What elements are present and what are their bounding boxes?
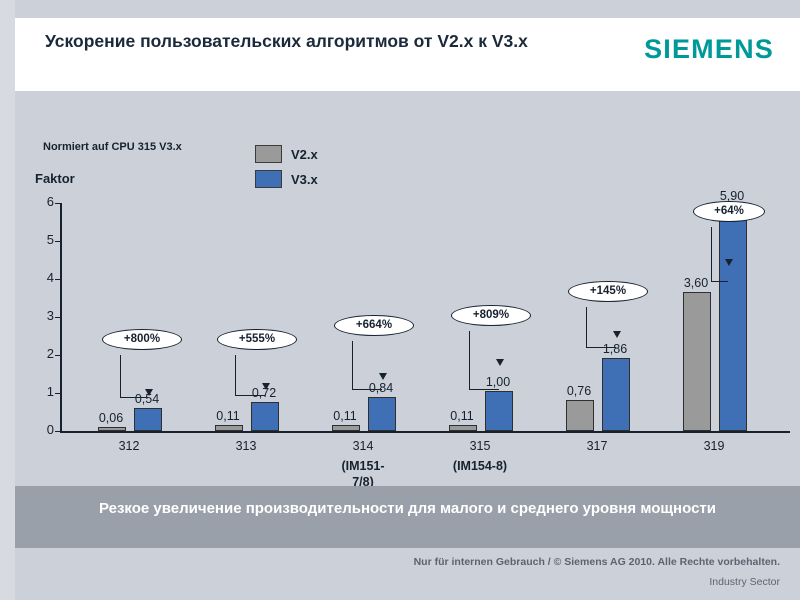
callout-arrowhead	[262, 383, 270, 390]
banner-text: Резкое увеличение производительности для…	[99, 500, 716, 517]
y-tick-mark	[55, 203, 60, 204]
legend-item-v3: V3.x	[255, 170, 318, 188]
bar-value-label: 5,90	[719, 188, 745, 203]
footer-copyright: Nur für internen Gebrauch / © Siemens AG…	[413, 556, 780, 568]
callout-leader-line	[586, 307, 588, 347]
callout-leader-elbow	[469, 389, 499, 391]
bar-V3x-312	[134, 408, 162, 431]
x-category-315: 315	[469, 439, 491, 453]
bar-V2x-314	[332, 424, 360, 431]
summary-banner: Резкое увеличение производительности для…	[15, 486, 800, 548]
bar-V2x-319	[683, 292, 711, 431]
legend-item-v2: V2.x	[255, 145, 318, 163]
callout-leader-line	[352, 341, 354, 389]
y-tick-0: 0	[46, 422, 54, 437]
bar-V2x-313	[215, 424, 243, 431]
callout-arrowhead	[496, 359, 504, 366]
y-tick-mark	[55, 431, 60, 432]
callout-leader-elbow	[235, 395, 265, 397]
callout-leader-elbow	[711, 281, 728, 283]
callout-leader-line	[469, 331, 471, 389]
x-sublabel-315: (IM154-8)	[452, 459, 508, 473]
x-category-313: 313	[235, 439, 257, 453]
callout-arrowhead	[379, 373, 387, 380]
x-category-317: 317	[586, 439, 608, 453]
chart-legend: V2.x V3.x	[255, 145, 318, 195]
y-tick-mark	[55, 393, 60, 394]
bar-value-label: 0,76	[566, 384, 592, 399]
callout-314: +664%	[334, 315, 414, 336]
y-axis-title: Faktor	[35, 171, 75, 186]
bar-V3x-314	[368, 397, 396, 431]
bar-value-label: 1,86	[602, 342, 628, 357]
legend-label-v3: V3.x	[291, 171, 318, 187]
callout-leader-elbow	[120, 397, 148, 399]
slide-header: Ускорение пользовательских алгоритмов от…	[15, 18, 800, 91]
chart-area: Normiert auf CPU 315 V3.x Faktor V2.x V3…	[15, 91, 800, 489]
page-title: Ускорение пользовательских алгоритмов от…	[45, 31, 528, 51]
y-tick-1: 1	[46, 384, 54, 399]
y-tick-mark	[55, 317, 60, 318]
callout-319: +64%	[693, 201, 765, 222]
y-tick-6: 6	[46, 194, 54, 209]
callout-315: +809%	[451, 305, 531, 326]
callout-leader-elbow	[352, 389, 382, 391]
y-tick-2: 2	[46, 346, 54, 361]
callout-leader-elbow	[586, 347, 616, 349]
bar-value-label: 1,00	[485, 375, 511, 389]
x-sublabel-314: (IM151-7/8)	[341, 459, 385, 489]
callout-leader-line	[120, 355, 122, 397]
bar-V3x-317	[602, 358, 630, 431]
callout-312: +800%	[102, 329, 182, 350]
bar-value-label: 0,06	[98, 410, 124, 425]
callout-arrowhead	[725, 259, 733, 266]
footer-sector: Industry Sector	[709, 576, 780, 588]
callout-leader-line	[235, 355, 237, 395]
bar-value-label: 0,11	[216, 408, 240, 423]
bar-V2x-315	[449, 424, 477, 431]
siemens-logo: SIEMENS	[644, 34, 774, 64]
x-category-312: 312	[118, 439, 140, 453]
bar-V3x-315	[485, 391, 513, 431]
bar-value-label: 0,11	[333, 408, 357, 423]
bar-value-label: 0,54	[134, 392, 160, 407]
legend-swatch-v2	[255, 145, 282, 163]
legend-label-v2: V2.x	[291, 146, 318, 162]
x-category-319: 319	[703, 439, 725, 453]
normalization-label: Normiert auf CPU 315 V3.x	[43, 141, 182, 153]
callout-leader-line	[711, 227, 713, 281]
y-axis	[60, 203, 62, 433]
bar-value-label: 3,60	[683, 276, 709, 291]
x-axis	[60, 431, 790, 433]
bar-V2x-312	[98, 426, 126, 431]
callout-317: +145%	[568, 281, 648, 302]
y-tick-3: 3	[46, 308, 54, 323]
bar-value-label: 0,11	[450, 408, 474, 423]
callout-arrowhead	[145, 389, 153, 396]
bar-V3x-313	[251, 401, 279, 431]
y-tick-mark	[55, 279, 60, 280]
x-category-314: 314	[352, 439, 374, 453]
callout-arrowhead	[613, 331, 621, 338]
y-tick-4: 4	[46, 270, 54, 285]
y-tick-5: 5	[46, 232, 54, 247]
slide-footer: Nur für internen Gebrauch / © Siemens AG…	[15, 548, 800, 600]
callout-313: +555%	[217, 329, 297, 350]
bar-V2x-317	[566, 400, 594, 431]
y-tick-mark	[55, 241, 60, 242]
bar-V3x-319	[719, 204, 747, 431]
left-strip	[0, 0, 15, 600]
y-tick-mark	[55, 355, 60, 356]
legend-swatch-v3	[255, 170, 282, 188]
bar-value-label: 0,84	[358, 381, 404, 395]
